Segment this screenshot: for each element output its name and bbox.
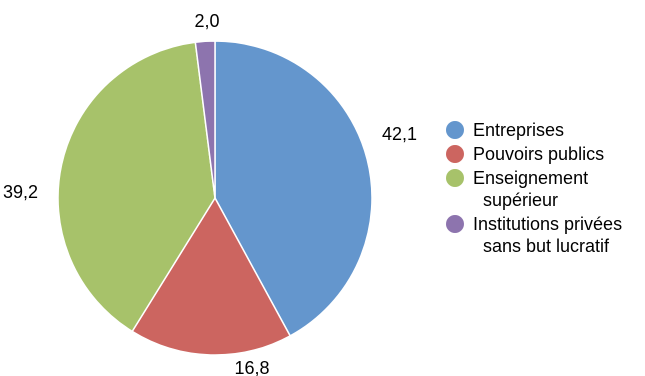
legend-label-institutions-line1: Institutions privées xyxy=(473,214,623,234)
legend-marker-pouvoirs-publics xyxy=(446,145,464,163)
legend-label-pouvoirs-publics: Pouvoirs publics xyxy=(473,143,604,165)
legend-marker-institutions-privees xyxy=(446,215,464,233)
pie-slices xyxy=(57,40,373,356)
data-label-pouvoirs-publics: 16,8 xyxy=(234,358,269,376)
data-labels: 42,1 16,8 39,2 2,0 xyxy=(3,11,417,376)
pie-slice-entreprises xyxy=(214,40,373,337)
legend-label-entreprises-line1: Entreprises xyxy=(473,120,565,140)
pie-slice-enseignement-superieur xyxy=(57,41,216,333)
legend: Entreprises Pouvoirs publics Enseignemen… xyxy=(446,119,642,259)
legend-label-institutions-privees: Institutions privées sans but lucratif xyxy=(473,213,622,257)
legend-item-entreprises: Entreprises xyxy=(446,119,642,141)
data-label-enseignement-superieur: 39,2 xyxy=(3,182,38,202)
legend-label-institutions-line2: sans but lucratif xyxy=(483,236,610,256)
data-label-institutions-privees: 2,0 xyxy=(194,11,219,31)
legend-label-enseignement-line1: Enseignement xyxy=(473,168,589,188)
legend-marker-enseignement-superieur xyxy=(446,169,464,187)
legend-label-enseignement-line2: supérieur xyxy=(483,190,559,210)
legend-item-institutions-privees: Institutions privées sans but lucratif xyxy=(446,213,642,257)
pie-slice-institutions-privees xyxy=(194,40,216,199)
legend-marker-entreprises xyxy=(446,121,464,139)
pie-slice-pouvoirs-publics xyxy=(131,196,292,356)
legend-label-enseignement-superieur: Enseignement supérieur xyxy=(473,167,588,211)
legend-label-pouvoirs-publics-line1: Pouvoirs publics xyxy=(473,144,605,164)
legend-item-enseignement-superieur: Enseignement supérieur xyxy=(446,167,642,211)
legend-label-entreprises: Entreprises xyxy=(473,119,564,141)
data-label-entreprises: 42,1 xyxy=(382,124,417,144)
legend-item-pouvoirs-publics: Pouvoirs publics xyxy=(446,143,642,165)
